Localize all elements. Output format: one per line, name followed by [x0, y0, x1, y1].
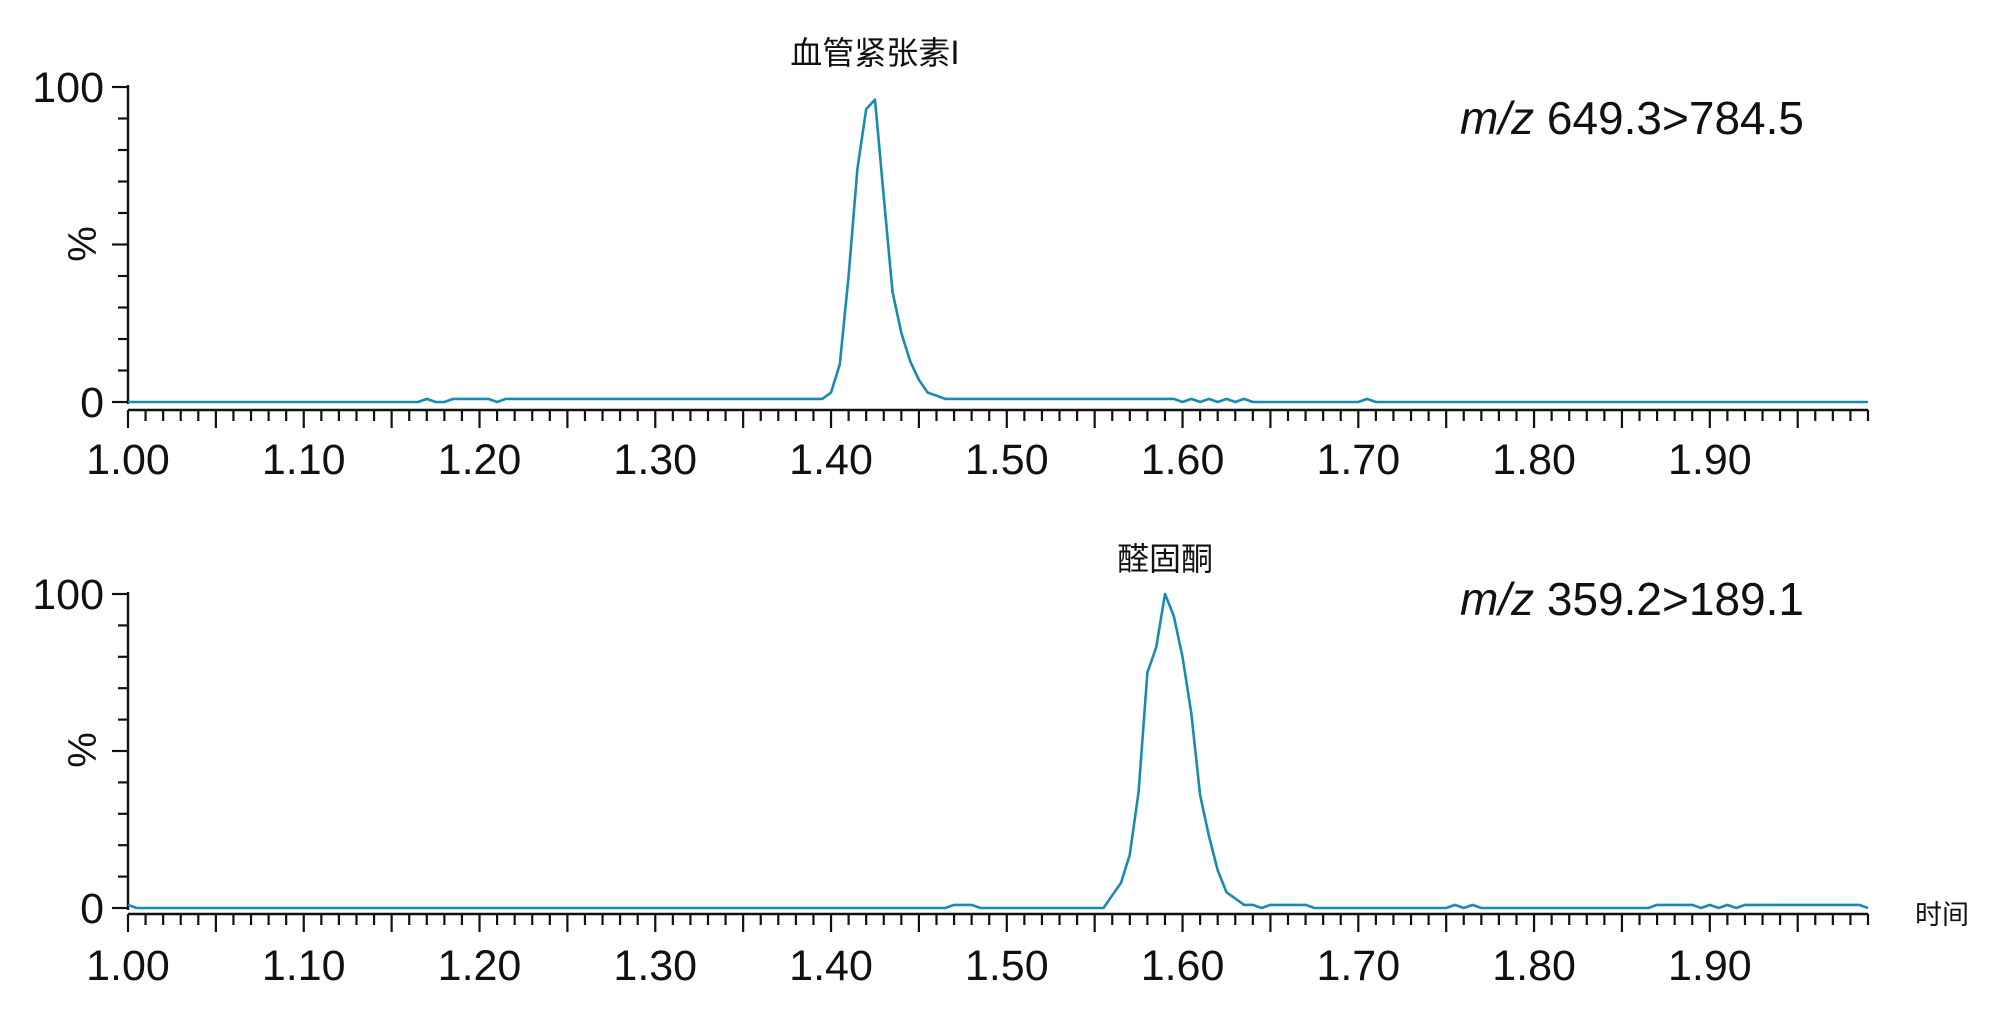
mz-transition-label: m/z 359.2>189.1	[1460, 573, 1804, 625]
x-tick-label: 1.40	[789, 942, 873, 990]
x-tick-label: 1.60	[1141, 942, 1225, 990]
mz-prefix: m/z	[1460, 92, 1534, 144]
peak-label: 醛固酮	[1117, 540, 1213, 578]
chromatogram-trace	[128, 98, 1868, 404]
mz-value: 649.3>784.5	[1534, 92, 1804, 144]
peak-label: 血管紧张素I	[790, 34, 959, 72]
x-tick-label: 1.30	[613, 436, 697, 484]
mz-value: 359.2>189.1	[1534, 573, 1804, 625]
chromatogram-trace	[127, 592, 1869, 910]
y-tick-label: 0	[80, 885, 104, 933]
y-axis-label: %	[61, 732, 105, 768]
x-tick-label: 1.90	[1668, 942, 1752, 990]
x-tick-label: 1.50	[965, 942, 1049, 990]
mz-transition-label: m/z 649.3>784.5	[1460, 92, 1804, 144]
x-tick-label: 1.50	[965, 436, 1049, 484]
chromatogram-panel-angiotensin: 0 100% 1.00 1.10 1.20 1.30 1.40 1.50 1.60 1.70 1.8…	[32, 34, 1870, 484]
x-tick-label: 1.20	[438, 942, 522, 990]
y-tick-label: 100	[32, 64, 104, 112]
x-tick-label: 1.80	[1492, 942, 1576, 990]
x-tick-label: 1.40	[789, 436, 873, 484]
x-axis-label: 时间	[1915, 900, 1969, 931]
x-tick-label: 1.70	[1316, 436, 1400, 484]
mz-prefix: m/z	[1460, 573, 1534, 625]
x-tick-label: 1.10	[262, 436, 346, 484]
y-tick-label: 0	[80, 379, 104, 427]
x-tick-label: 1.00	[86, 436, 170, 484]
x-tick-label: 1.00	[86, 942, 170, 990]
x-tick-label: 1.20	[438, 436, 522, 484]
x-tick-label: 1.80	[1492, 436, 1576, 484]
x-tick-label: 1.10	[262, 942, 346, 990]
y-axis-label: %	[61, 226, 105, 262]
x-tick-label: 1.60	[1141, 436, 1225, 484]
chromatogram-panel-aldosterone: 0 100% 1.00 1.10 1.20 1.30 1.40 1.50 1.60 1.70 1.8…	[32, 540, 1969, 990]
x-tick-label: 1.90	[1668, 436, 1752, 484]
x-tick-label: 1.70	[1316, 942, 1400, 990]
y-tick-label: 100	[32, 571, 104, 619]
x-tick-label: 1.30	[613, 942, 697, 990]
